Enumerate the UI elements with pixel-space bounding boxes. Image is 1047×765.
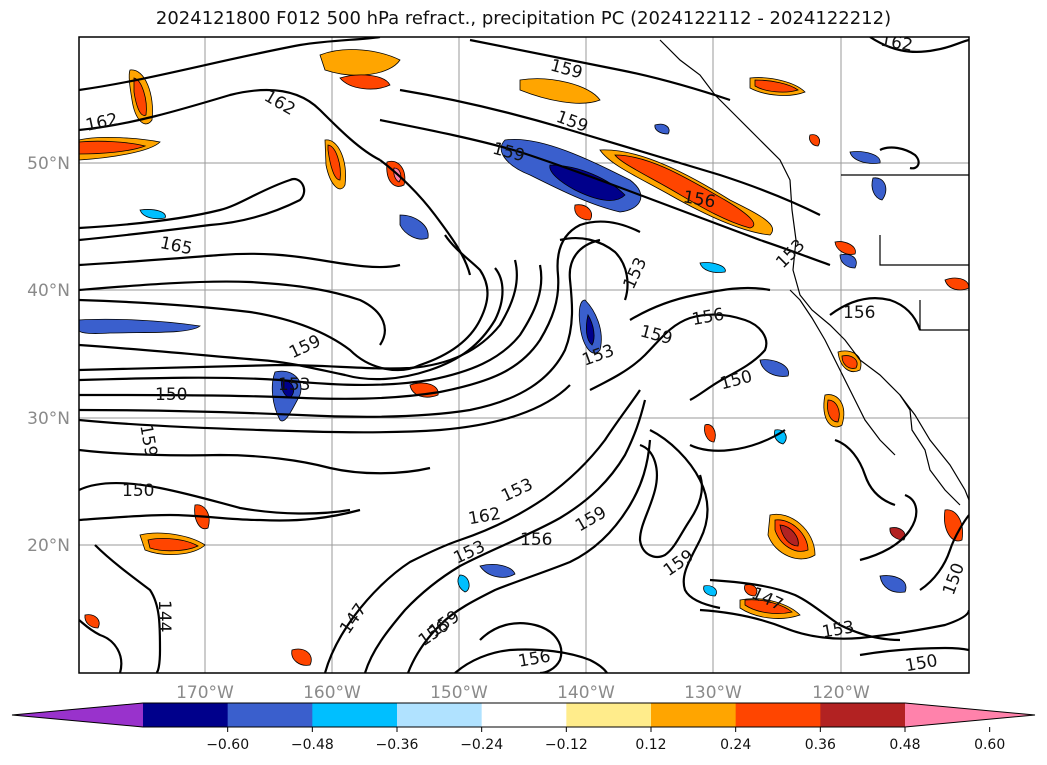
- lon-tick-label: 130°W: [684, 683, 742, 703]
- contour-label: 150: [904, 651, 939, 676]
- colorbar-tick-label: −0.24: [460, 737, 503, 753]
- contour-label: 153: [278, 375, 310, 395]
- colorbar-extend-high: [905, 703, 1035, 727]
- contour-label: 156: [843, 303, 875, 323]
- colorbar-tick-label: 0.60: [974, 737, 1005, 753]
- lat-axis-labels: 50°N 40°N 30°N 20°N: [27, 154, 70, 556]
- colorbar-extend-low: [12, 703, 143, 727]
- colorbar-segment: [820, 703, 906, 727]
- refractivity-contours: [79, 37, 969, 673]
- colorbar-outline: [11, 702, 1036, 728]
- contour-label: 162: [879, 31, 914, 56]
- colorbar-tick-label: −0.60: [206, 737, 249, 753]
- precipitation-shading: [79, 49, 969, 666]
- lon-tick-label: 160°W: [303, 683, 361, 703]
- map-frame: [78, 36, 970, 674]
- colorbar-segment: [143, 703, 229, 727]
- lat-tick-label: 40°N: [27, 281, 70, 301]
- colorbar-segment: [227, 703, 313, 727]
- lon-axis-labels: 170°W 160°W 150°W 140°W 130°W 120°W: [176, 683, 870, 703]
- lon-tick-label: 150°W: [430, 683, 488, 703]
- contour-label: 150: [155, 385, 187, 405]
- colorbar-tick-label: 0.36: [805, 737, 836, 753]
- colorbar: −0.60 −0.48 −0.36 −0.24 −0.12 0.12 0.24 0.36 0.4…: [11, 702, 1036, 753]
- lon-tick-label: 170°W: [176, 683, 234, 703]
- lat-tick-label: 30°N: [27, 409, 70, 429]
- colorbar-segment: [312, 703, 398, 727]
- colorbar-tick-label: 0.24: [720, 737, 751, 753]
- colorbar-segment: [735, 703, 821, 727]
- colorbar-segment: [651, 703, 737, 727]
- colorbar-tick-label: −0.36: [376, 737, 419, 753]
- colorbar-segment: [566, 703, 652, 727]
- map-title: 2024121800 F012 500 hPa refract., precip…: [155, 8, 892, 29]
- colorbar-tick-label: −0.12: [545, 737, 588, 753]
- contour-label: 150: [122, 481, 154, 501]
- lat-tick-label: 50°N: [27, 154, 70, 174]
- contour-label: 144: [154, 600, 174, 632]
- lon-tick-label: 120°W: [812, 683, 870, 703]
- contour-label: 156: [520, 530, 552, 550]
- colorbar-tick-label: 0.48: [889, 737, 920, 753]
- colorbar-segment: [397, 703, 483, 727]
- lon-tick-label: 140°W: [557, 683, 615, 703]
- colorbar-tick-label: −0.48: [291, 737, 334, 753]
- colorbar-segment: [481, 703, 567, 727]
- lat-tick-label: 20°N: [27, 536, 70, 556]
- colorbar-tick-label: 0.12: [635, 737, 666, 753]
